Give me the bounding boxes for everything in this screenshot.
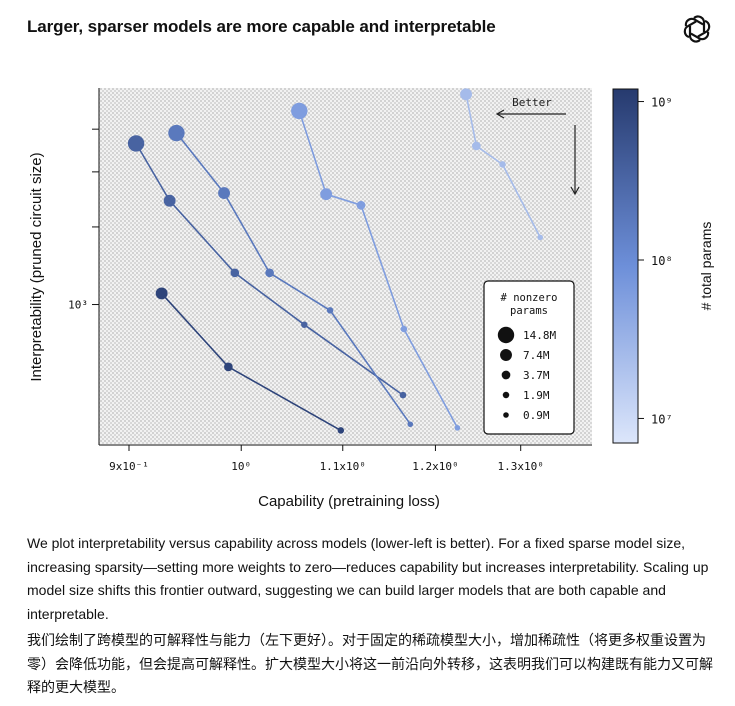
series-line [465,94,541,238]
data-point[interactable] [454,425,461,431]
openai-logo-icon[interactable] [681,13,713,45]
better-label: Better [512,96,552,109]
data-point[interactable] [499,161,506,168]
data-point[interactable] [320,188,333,201]
y-axis-label: Interpretability (pruned circuit size) [28,152,45,381]
data-point[interactable] [400,325,408,333]
x-tick-label: 1.1x10⁰ [320,460,366,473]
size-legend-label: 3.7M [523,369,550,382]
data-point[interactable] [218,187,230,200]
page-title: Larger, sparser models are more capable … [27,17,496,36]
x-axis-label: Capability (pretraining loss) [258,493,440,510]
data-point[interactable] [326,307,334,314]
data-point[interactable] [127,135,145,152]
y-tick-label: 10³ [68,299,88,312]
data-point[interactable] [155,287,168,300]
size-legend-marker [503,412,509,418]
data-point[interactable] [163,194,176,207]
x-tick-label: 1.2x10⁰ [412,460,458,473]
better-arrow-down-head [570,186,580,196]
colorbar-label: # total params [698,222,714,311]
data-point[interactable] [399,391,407,399]
size-legend-marker [501,370,511,380]
data-point[interactable] [224,362,233,372]
better-annotation: Better [495,96,580,196]
better-arrow-left-head [495,109,505,119]
colorbar: 10⁷ 10⁸ 10⁹ # total params [612,88,714,444]
size-legend-label: 14.8M [523,329,556,342]
colorbar-tick-label: 10⁸ [651,254,673,268]
x-tick-label: 1.3x10⁰ [498,460,544,473]
data-point[interactable] [356,200,366,210]
size-legend-label: 0.9M [523,409,550,422]
data-point[interactable] [301,321,308,328]
series-model-1 [155,287,345,434]
size-legend-marker [500,349,512,361]
data-point[interactable] [168,124,185,142]
data-point[interactable] [230,268,240,278]
colorbar-tick-label: 10⁹ [651,96,673,110]
size-legend-marker [502,391,510,399]
x-tick-label: 9x10⁻¹ [109,460,149,473]
colorbar-gradient [612,88,639,444]
series-model-4 [291,102,461,431]
description-en: We plot interpretability versus capabili… [27,535,709,622]
data-point[interactable] [265,268,274,278]
data-point[interactable] [337,427,345,434]
data-point[interactable] [472,141,481,151]
size-legend-label: 1.9M [523,389,550,402]
data-point[interactable] [407,421,414,428]
size-legend: # nonzero params 14.8M 7.4M 3.7M 1.9M 0.9M [483,280,575,435]
data-point[interactable] [537,234,543,241]
description-zh: 我们绘制了跨模型的可解释性与能力（左下更好）。对于固定的稀疏模型大小，增加稀疏性… [27,633,713,696]
data-point[interactable] [460,88,473,101]
x-tick-label: 10⁰ [231,460,251,473]
series-model-2 [127,135,407,399]
size-legend-label: 7.4M [523,349,550,362]
series-model-3 [168,124,414,428]
series-model-5 [460,88,543,241]
chart: 9x10⁻¹ 10⁰ 1.1x10⁰ 1.2x10⁰ 1.3x10⁰ 10³ Inter… [28,88,714,510]
size-legend-marker [497,326,515,344]
size-legend-title: # nonzero params [501,292,558,317]
colorbar-tick-label: 10⁷ [651,412,673,426]
data-point[interactable] [291,102,308,120]
